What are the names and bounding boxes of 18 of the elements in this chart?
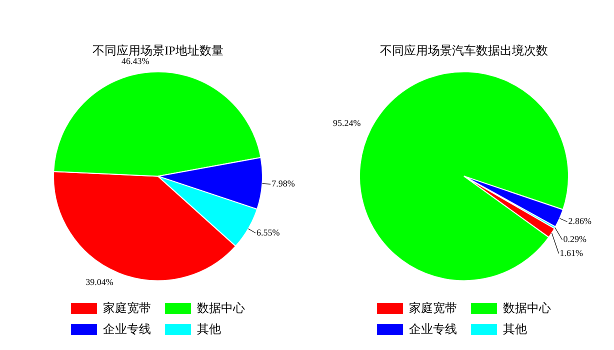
legend-label: 其他 <box>503 321 527 338</box>
data-label: 46.43% <box>121 56 150 66</box>
legend-label: 家庭宽带 <box>103 300 151 317</box>
legend-label: 其他 <box>197 321 221 338</box>
legend-label: 企业专线 <box>103 321 151 338</box>
data-label: 39.04% <box>86 276 114 287</box>
data-label: 2.86% <box>568 216 592 226</box>
legend-label: 企业专线 <box>409 321 457 338</box>
legend-label: 数据中心 <box>503 300 551 317</box>
legend-label: 家庭宽带 <box>409 300 457 317</box>
chart-title: 不同应用场景IP地址数量 <box>92 43 224 58</box>
data-label: 95.24% <box>333 118 362 128</box>
data-label: 0.29% <box>563 234 587 244</box>
data-label: 7.98% <box>272 178 296 189</box>
chart-title: 不同应用场景汽车数据出境次数 <box>380 43 548 58</box>
data-label: 6.55% <box>256 227 280 238</box>
legend-label: 数据中心 <box>197 300 245 317</box>
data-label: 1.61% <box>560 248 584 258</box>
